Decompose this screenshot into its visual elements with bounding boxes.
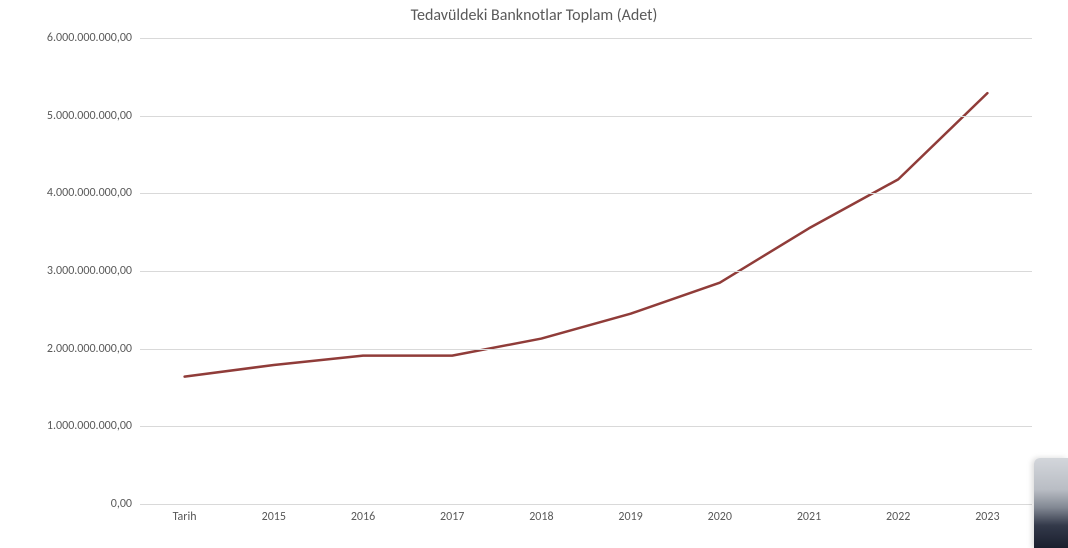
- y-tick-label: 3.000.000.000,00: [47, 264, 140, 278]
- line-series: [185, 93, 988, 376]
- gridline: [140, 426, 1032, 427]
- gridline: [140, 116, 1032, 117]
- gridline: [140, 38, 1032, 39]
- y-tick-label: 2.000.000.000,00: [47, 342, 140, 356]
- x-tick-label: 2017: [440, 504, 464, 524]
- x-tick-label: 2018: [529, 504, 553, 524]
- chart-title: Tedavüldeki Banknotlar Toplam (Adet): [0, 6, 1068, 25]
- y-tick-label: 6.000.000.000,00: [47, 31, 140, 45]
- x-tick-label: 2022: [886, 504, 910, 524]
- y-tick-label: 1.000.000.000,00: [47, 419, 140, 433]
- y-tick-label: 5.000.000.000,00: [47, 109, 140, 123]
- chart-container: Tedavüldeki Banknotlar Toplam (Adet) 0,0…: [0, 0, 1068, 548]
- x-tick-label: 2021: [797, 504, 821, 524]
- thumbnail-overlay: [1034, 458, 1068, 548]
- y-tick-label: 4.000.000.000,00: [47, 186, 140, 200]
- x-tick-label: 2015: [262, 504, 286, 524]
- x-tick-label: 2020: [708, 504, 732, 524]
- gridline: [140, 193, 1032, 194]
- gridline: [140, 271, 1032, 272]
- x-tick-label: 2019: [618, 504, 642, 524]
- x-tick-label: 2016: [351, 504, 375, 524]
- gridline: [140, 349, 1032, 350]
- y-tick-label: 0,00: [111, 497, 140, 511]
- x-tick-label: Tarih: [173, 504, 197, 524]
- plot-area: 0,001.000.000.000,002.000.000.000,003.00…: [140, 38, 1032, 504]
- x-tick-label: 2023: [975, 504, 999, 524]
